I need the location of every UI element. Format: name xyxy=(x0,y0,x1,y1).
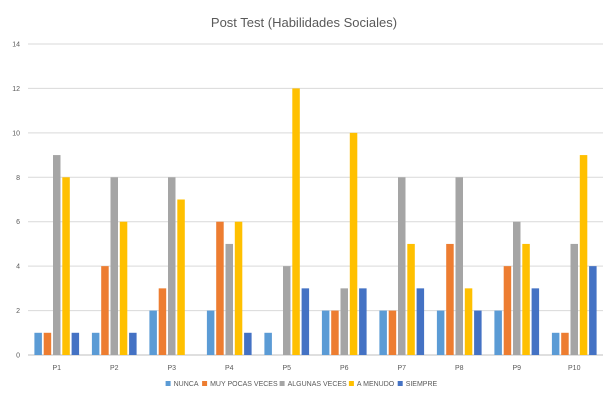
legend: NUNCA MUY POCAS VECES ALGUNAS VECES A MENUD… xyxy=(165,381,438,388)
bar xyxy=(455,177,463,355)
x-tick-label: P7 xyxy=(397,365,406,372)
bar xyxy=(436,310,445,355)
bar xyxy=(416,288,425,355)
x-tick-label: P9 xyxy=(512,365,521,372)
bar xyxy=(407,243,415,355)
bar xyxy=(206,310,215,355)
x-tick-label: P5 xyxy=(282,365,291,372)
bar xyxy=(579,155,588,355)
y-tick-label: 6 xyxy=(16,219,20,226)
bar xyxy=(494,310,502,355)
bar xyxy=(321,310,330,355)
legend-swatch xyxy=(279,381,285,386)
x-tick-label: P6 xyxy=(340,365,349,372)
bar xyxy=(570,243,578,355)
bar xyxy=(340,288,348,355)
x-tick-label: P1 xyxy=(52,365,61,372)
bar xyxy=(91,332,100,355)
y-axis-ticks: 0 2 4 6 8 10 12 14 xyxy=(12,42,20,360)
bar xyxy=(301,288,310,355)
y-tick-label: 2 xyxy=(16,308,20,315)
bar xyxy=(589,266,597,355)
bar xyxy=(513,221,521,355)
legend-swatch xyxy=(397,381,403,386)
bar xyxy=(216,221,224,355)
x-tick-label: P3 xyxy=(167,365,176,372)
bar xyxy=(446,243,454,355)
bar xyxy=(110,177,118,355)
bar xyxy=(168,177,176,355)
bar xyxy=(244,332,252,355)
x-tick-label: P4 xyxy=(225,365,234,372)
bar xyxy=(331,310,339,355)
y-tick-label: 12 xyxy=(12,86,20,93)
legend-label: SIEMPRE xyxy=(406,381,438,388)
bar xyxy=(388,310,397,355)
x-tick-label: P10 xyxy=(568,365,581,372)
bar xyxy=(283,266,291,355)
bars xyxy=(34,88,597,355)
bar xyxy=(359,288,367,355)
bar xyxy=(43,332,52,355)
bar xyxy=(129,332,137,355)
bar xyxy=(53,155,61,355)
y-tick-label: 8 xyxy=(16,175,20,182)
bar xyxy=(379,310,387,355)
legend-swatch xyxy=(348,381,354,386)
bar xyxy=(234,221,243,355)
bar xyxy=(561,332,569,355)
legend-label: ALGUNAS VECES xyxy=(288,381,347,388)
bar xyxy=(71,332,80,355)
bar xyxy=(101,266,109,355)
bar xyxy=(531,288,540,355)
bar xyxy=(119,221,128,355)
bar xyxy=(292,88,300,355)
bar xyxy=(464,288,473,355)
bar xyxy=(398,177,406,355)
y-tick-label: 10 xyxy=(12,130,20,137)
bar xyxy=(474,310,482,355)
legend-swatch xyxy=(165,381,171,386)
y-tick-label: 4 xyxy=(16,264,20,271)
x-tick-label: P2 xyxy=(110,365,119,372)
bar xyxy=(503,266,512,355)
bar xyxy=(149,310,157,355)
bar xyxy=(177,199,185,355)
bar xyxy=(264,332,272,355)
legend-label: MUY POCAS VECES xyxy=(210,381,278,388)
bar xyxy=(522,243,530,355)
bar xyxy=(349,132,358,355)
y-tick-label: 0 xyxy=(16,353,20,360)
bar xyxy=(62,177,70,355)
y-tick-label: 14 xyxy=(12,42,20,49)
x-tick-label: P8 xyxy=(455,365,464,372)
x-axis-ticks: P1 P2 P3 P4 P5 P6 P7 P8 P9 P10 xyxy=(52,365,580,372)
legend-label: NUNCA xyxy=(174,381,199,388)
bar xyxy=(158,288,167,355)
bar xyxy=(34,332,42,355)
legend-label: A MENUDO xyxy=(357,381,395,388)
chart-title: Post Test (Habilidades Sociales) xyxy=(211,15,397,30)
bar xyxy=(551,332,560,355)
bar xyxy=(225,243,233,355)
legend-swatch xyxy=(202,381,208,386)
